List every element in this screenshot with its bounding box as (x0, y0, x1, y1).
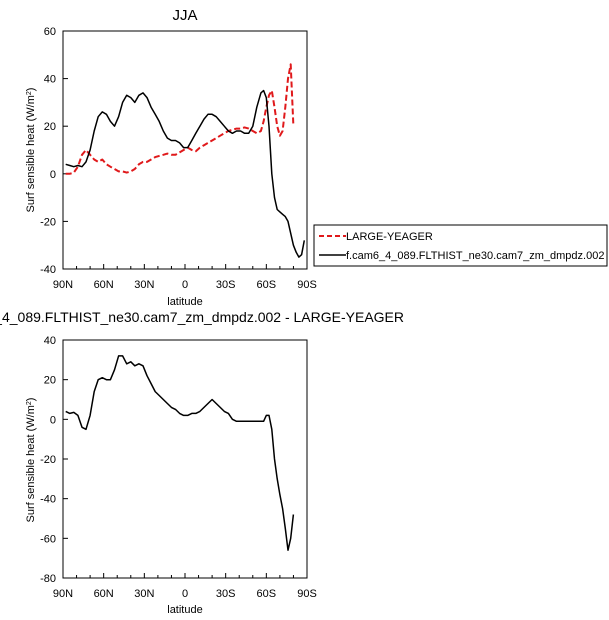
x-tick-label: 30S (216, 588, 236, 600)
chart-1-y-axis: 60 40 20 0 -20 -40 (40, 26, 68, 276)
chart-1-series-line-2 (65, 89, 306, 258)
chart-2-series-line-1 (65, 355, 295, 551)
chart-1-title: JJA (172, 7, 197, 24)
chart-2-series (65, 355, 295, 551)
chart-2-x-axis-label: latitude (167, 604, 202, 616)
chart-1-legend: LARGE-YEAGER f.cam6_4_089.FLTHIST_ne30.c… (313, 224, 608, 267)
x-tick-label: 0 (182, 279, 188, 291)
chart-2: f.cam6_4_089.FLTHIST_ne30.cam7_zm_dmpdz.… (0, 309, 404, 616)
x-tick-label: 90S (297, 279, 317, 291)
legend-label-large-yeager: LARGE-YEAGER (346, 231, 433, 243)
chart-1-y-axis-label: Surf sensible heat (W/m2) (25, 88, 37, 213)
chart-2-y-axis-label: Surf sensible heat (W/m2) (25, 398, 37, 523)
chart-2-x-axis: 90N 60N 30N 0 30S 60S 90S (53, 573, 317, 600)
x-tick-label: 60N (94, 279, 114, 291)
x-tick-label: 30N (134, 588, 154, 600)
x-tick-label: 60S (257, 588, 277, 600)
y-tick-label: -40 (40, 494, 56, 506)
y-tick-label: 40 (44, 335, 56, 347)
chart-2-frame (62, 339, 308, 579)
y-tick-label: 0 (50, 414, 56, 426)
y-tick-label: 40 (44, 74, 56, 86)
chart-1-x-axis: 90N 60N 30N 0 30S 60S 90S (53, 264, 317, 291)
x-tick-label: 90N (53, 588, 73, 600)
x-tick-label: 0 (182, 588, 188, 600)
y-tick-label: -20 (40, 454, 56, 466)
x-tick-label: 60S (257, 279, 277, 291)
legend-box (313, 224, 608, 267)
y-tick-label: 20 (44, 121, 56, 133)
chart-2-title: f.cam6_4_089.FLTHIST_ne30.cam7_zm_dmpdz.… (0, 309, 404, 325)
chart-1-x-axis-label: latitude (167, 296, 202, 308)
x-tick-label: 60N (94, 588, 114, 600)
x-tick-label: 30S (216, 279, 236, 291)
legend-label-cam6: f.cam6_4_089.FLTHIST_ne30.cam7_zm_dmpdz.… (346, 250, 604, 262)
x-tick-label: 30N (134, 279, 154, 291)
y-tick-label: 0 (50, 169, 56, 181)
chart-1-series (65, 63, 306, 258)
y-tick-label: -20 (40, 216, 56, 228)
y-tick-label: 60 (44, 26, 56, 38)
y-tick-label: -80 (40, 573, 56, 585)
chart-2-y-axis: 40 20 0 -20 -40 -60 -80 (40, 335, 68, 585)
chart-1-series-line-1 (65, 63, 295, 175)
y-tick-label: 20 (44, 375, 56, 387)
x-tick-label: 90S (297, 588, 317, 600)
y-tick-label: -60 (40, 533, 56, 545)
y-tick-label: -40 (40, 264, 56, 276)
x-tick-label: 90N (53, 279, 73, 291)
chart-1: JJA 60 40 20 0 -20 -40 90N 60N 30N 0 30S 60S 90S la… (25, 7, 608, 308)
